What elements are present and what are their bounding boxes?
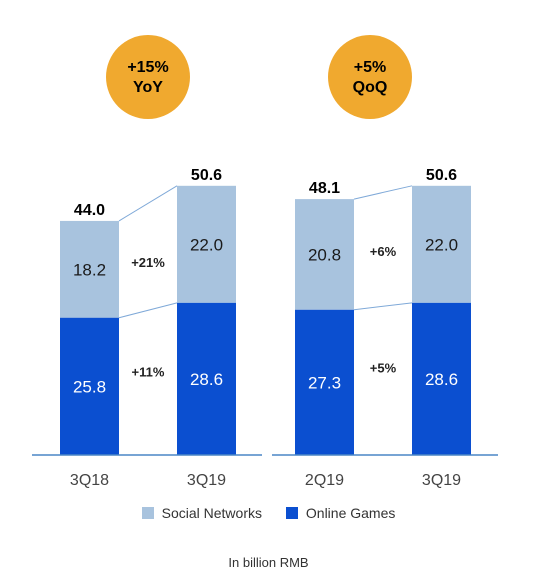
data-label-social: 22.0 (425, 235, 458, 254)
category-label: 3Q19 (187, 472, 226, 489)
revenue-chart: 18.2 25.8 44.0 3Q18 22.0 28.6 50.6 3Q19 +21% +11%… (32, 35, 498, 489)
data-label-social: 20.8 (308, 245, 341, 264)
data-label-games: 27.3 (308, 373, 341, 392)
legend: Social Networks Online Games (0, 505, 537, 522)
bar-online-games (295, 309, 354, 455)
data-label-social: 18.2 (73, 260, 106, 279)
category-label: 3Q19 (422, 472, 461, 489)
legend-swatch-games (285, 507, 298, 519)
total-label: 44.0 (74, 202, 105, 219)
bar-social-networks (60, 220, 119, 318)
bar-online-games (177, 302, 236, 455)
growth-badge (106, 35, 190, 119)
growth-label-social: +21% (131, 255, 165, 270)
category-label: 2Q19 (305, 472, 344, 489)
data-label-games: 28.6 (190, 370, 223, 389)
legend-label-social: Social Networks (161, 505, 262, 521)
legend-item-social: Social Networks (141, 505, 262, 521)
badge-period: QoQ (353, 79, 388, 96)
legend-item-games: Online Games (285, 505, 396, 521)
growth-label-social: +6% (370, 244, 397, 259)
legend-label-games: Online Games (305, 505, 396, 521)
connector-line-top (353, 185, 413, 200)
badge-value: +15% (127, 59, 168, 76)
badge-period: YoY (133, 79, 163, 96)
connector-line-mid (353, 302, 413, 311)
data-label-games: 25.8 (73, 377, 106, 396)
bar-social-networks (177, 185, 236, 303)
bar-online-games (60, 317, 119, 455)
bar-social-networks (295, 199, 354, 310)
total-label: 50.6 (426, 167, 457, 184)
data-label-games: 28.6 (425, 370, 458, 389)
data-label-social: 22.0 (190, 235, 223, 254)
legend-swatch-social (141, 507, 154, 519)
growth-label-games: +11% (132, 364, 165, 379)
unit-note: In billion RMB (228, 555, 309, 570)
category-label: 3Q18 (70, 472, 109, 489)
total-label: 50.6 (191, 167, 222, 184)
bar-social-networks (412, 185, 471, 303)
total-label: 48.1 (309, 180, 340, 197)
growth-badge (328, 35, 412, 119)
connector-line-mid (118, 302, 178, 319)
bar-online-games (412, 302, 471, 455)
connector-line-top (118, 185, 178, 222)
badge-value: +5% (354, 59, 386, 76)
growth-label-games: +5% (370, 360, 397, 375)
